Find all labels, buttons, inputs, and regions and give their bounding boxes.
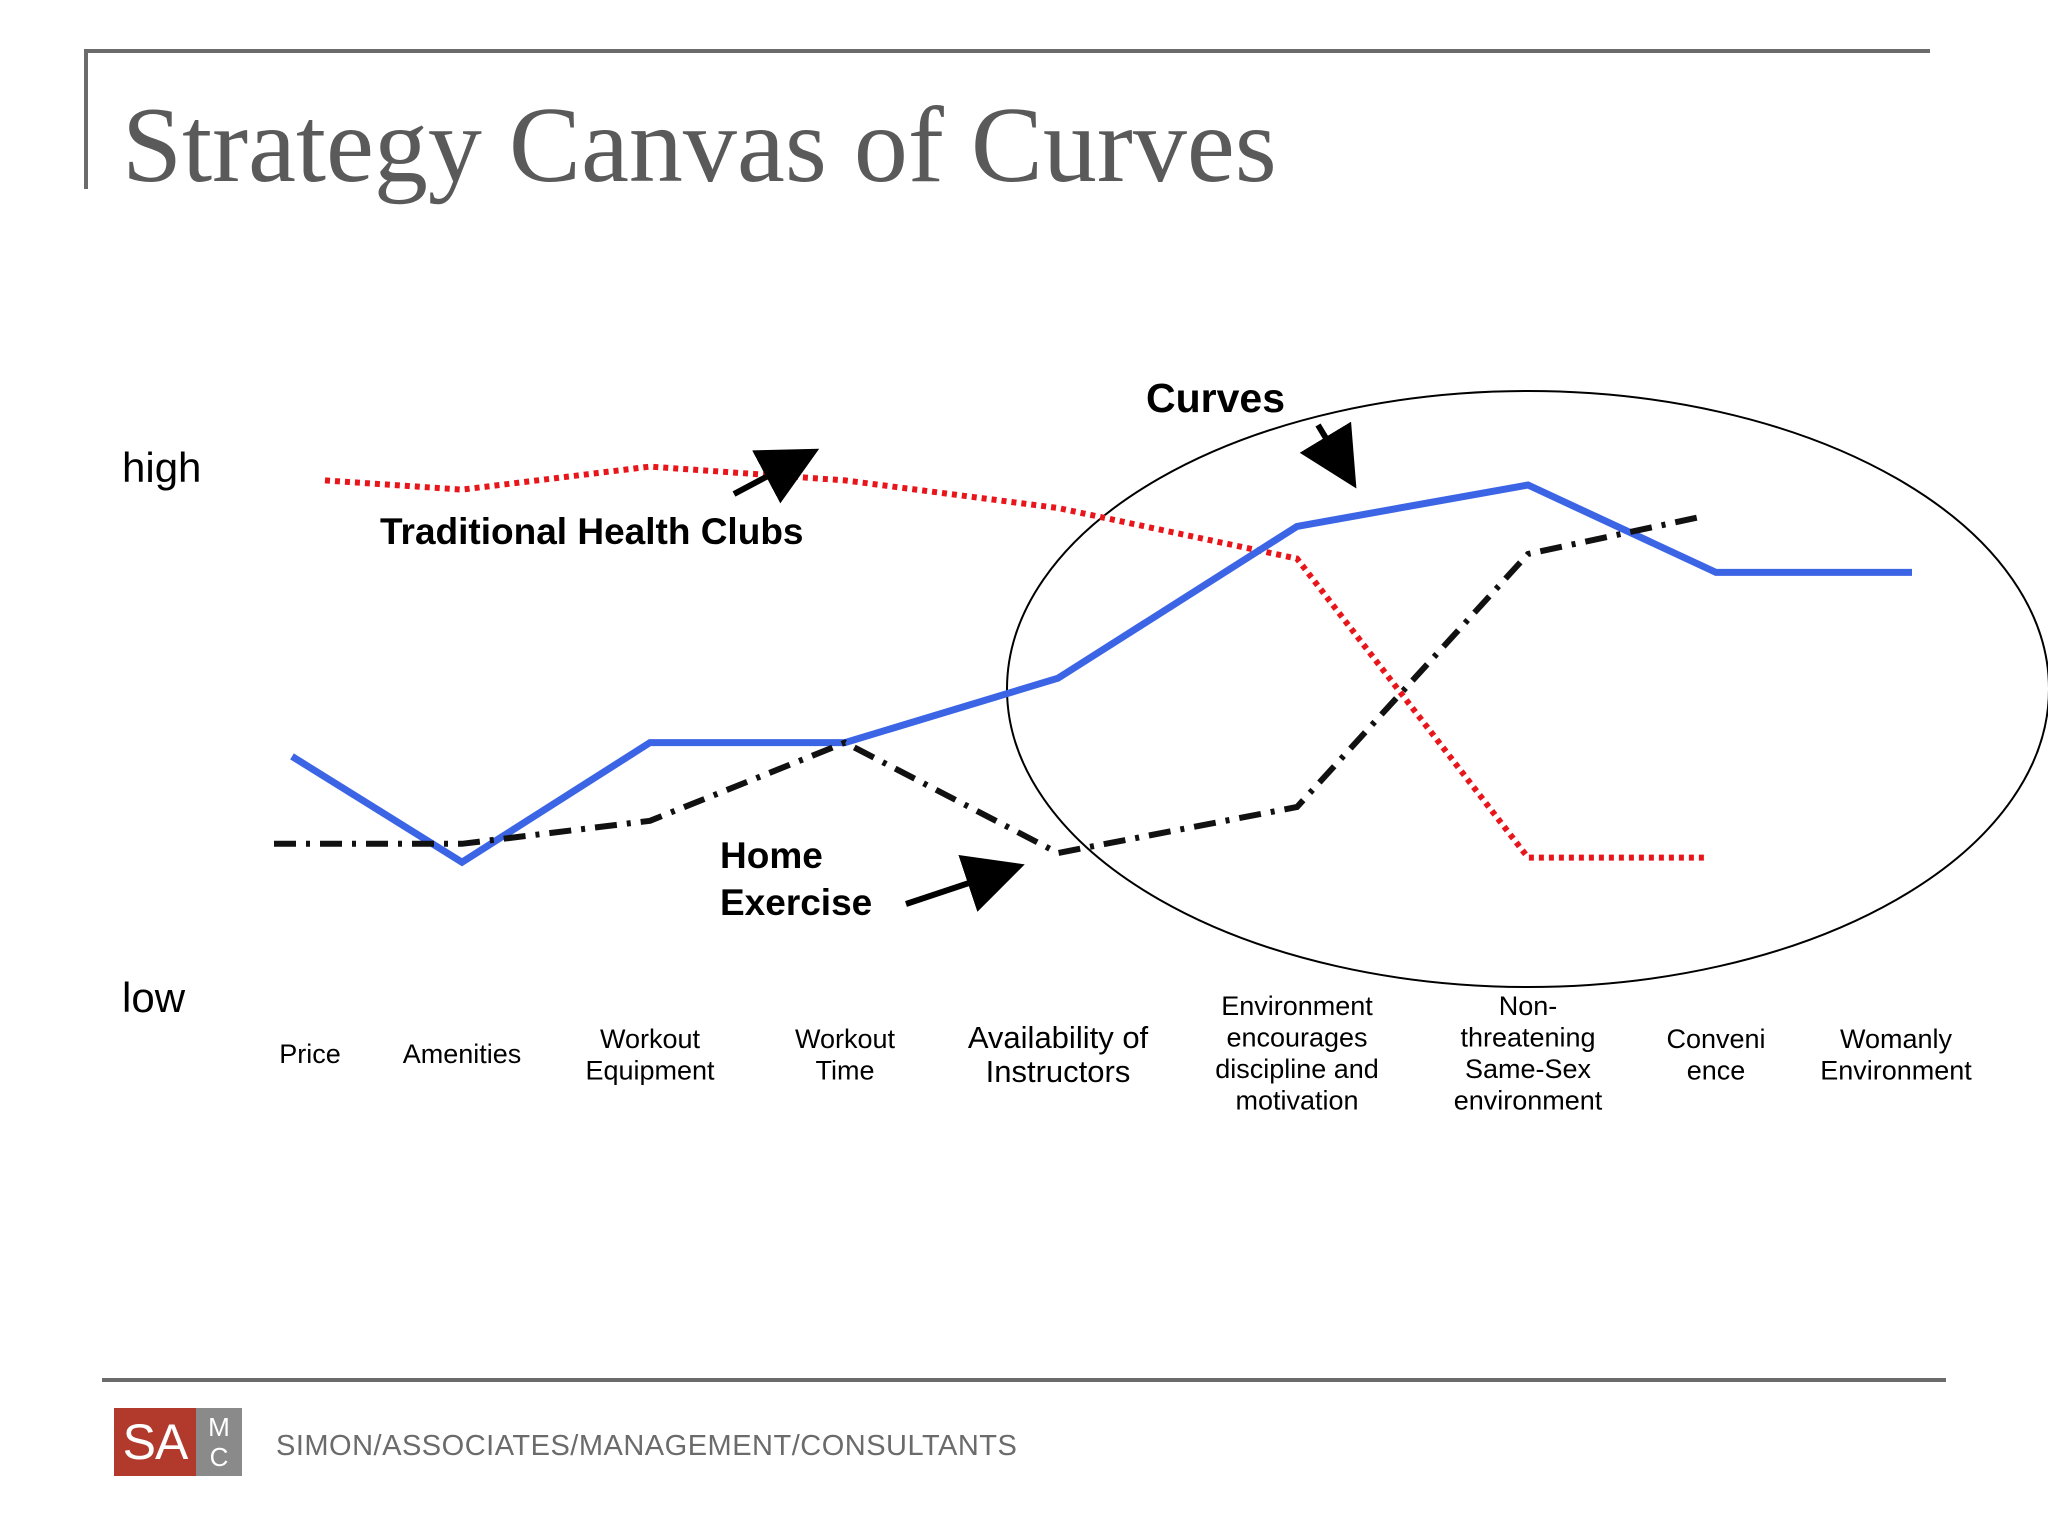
category-label-8: Womanly Environment [1820, 1024, 1972, 1086]
series-line-home-exercise [274, 514, 1700, 857]
company-logo: SA M C [114, 1408, 242, 1476]
annotation-label-traditional-health-clubs: Traditional Health Clubs [380, 511, 804, 552]
category-label-7: Conveni ence [1666, 1024, 1765, 1086]
annotation-label-curves: Curves [1146, 375, 1285, 421]
category-label-4: Availability of Instructors [968, 1020, 1149, 1089]
category-label-0: Price [279, 1039, 341, 1069]
logo-main: SA [114, 1408, 196, 1476]
logo-small: M C [196, 1408, 242, 1476]
category-label-5: Environment encourages discipline and motiv… [1215, 991, 1379, 1116]
logo-small-bottom: C [209, 1442, 229, 1472]
highlight-ellipse [1006, 390, 2048, 988]
category-label-2: Workout Equipment [585, 1024, 715, 1086]
annotation-label-home-exercise: Home Exercise [720, 835, 872, 923]
y-label-low: low [122, 974, 186, 1021]
logo-small-top: M [208, 1412, 230, 1442]
title-bracket-top [84, 49, 1930, 53]
category-label-6: Non-threatening Same-Sex environment [1454, 991, 1603, 1116]
slide-title: Strategy Canvas of Curves [122, 86, 1277, 205]
category-label-1: Amenities [403, 1039, 522, 1069]
annotation-arrow-home-exercise [905, 854, 1025, 912]
y-label-high: high [122, 444, 201, 491]
annotation-arrow-traditional-health-clubs [732, 448, 820, 504]
footer-company-name: SIMON/ASSOCIATES/MANAGEMENT/CONSULTANTS [276, 1430, 1018, 1462]
footer-rule [102, 1378, 1946, 1382]
category-label-3: Workout Time [795, 1024, 896, 1086]
annotation-arrow-curves [1299, 421, 1357, 489]
title-bracket-left [84, 49, 88, 189]
